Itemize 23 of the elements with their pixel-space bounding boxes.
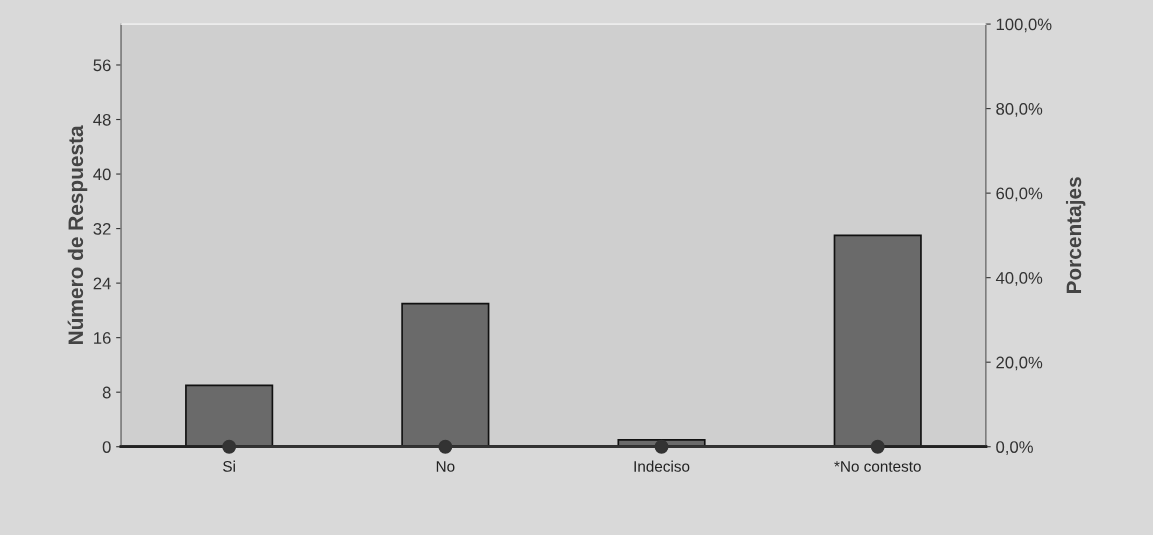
y2-axis-title: Porcentajes xyxy=(1065,177,1086,294)
bar xyxy=(185,384,274,447)
x-tick-label: *No contesto xyxy=(834,461,921,472)
x-tick-label: No xyxy=(436,461,455,472)
y2-tick-label: 20,0% xyxy=(996,356,1043,371)
y2-tick-label: 100,0% xyxy=(996,18,1052,33)
y-tick-label: 40 xyxy=(93,168,111,181)
x-tick-label: Indeciso xyxy=(634,460,690,472)
y-tick-label: 8 xyxy=(102,386,111,399)
y-tick-label: 24 xyxy=(93,277,111,290)
bar xyxy=(833,234,922,447)
y-tick-label: 16 xyxy=(94,332,111,344)
y2-tick-label: 40,0% xyxy=(995,272,1043,286)
y2-tick-label: 60,0% xyxy=(996,187,1043,202)
y-tick-label: 0 xyxy=(102,441,111,453)
y2-tick-label: 80,0% xyxy=(996,103,1043,117)
y-tick-label: 56 xyxy=(93,59,111,72)
y-tick-label: 48 xyxy=(93,113,111,126)
x-tick-label: Si xyxy=(223,460,235,472)
y2-tick-label: 0,0% xyxy=(996,441,1033,455)
y-axis-title: Número de Respuesta xyxy=(67,125,88,344)
y-tick-label: 32 xyxy=(93,222,111,235)
bar xyxy=(401,302,490,447)
